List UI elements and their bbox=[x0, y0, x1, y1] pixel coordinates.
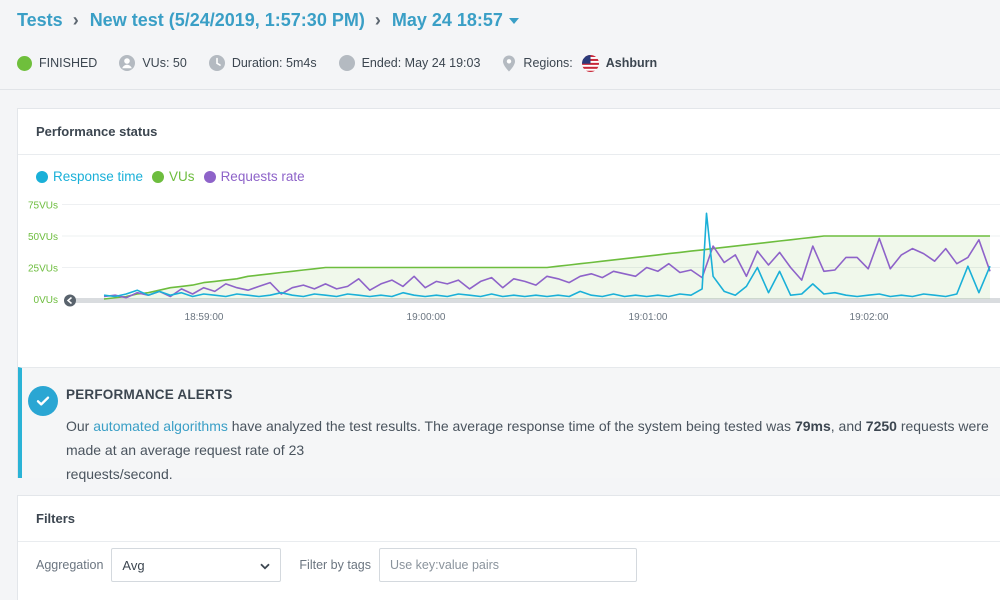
alert-text: Our bbox=[66, 418, 94, 434]
breadcrumb: Tests › New test (5/24/2019, 1:57:30 PM)… bbox=[17, 8, 519, 32]
vus-line bbox=[103, 235, 990, 300]
performance-alert: PERFORMANCE ALERTS Our automated algorit… bbox=[18, 367, 1000, 482]
legend-dot-icon bbox=[36, 170, 48, 183]
test-run-meta: FINISHED VUs: 50 Duration: 5m4s Ended: M… bbox=[17, 54, 679, 72]
x-axis bbox=[68, 298, 1000, 303]
x-tick-label: 19:01:00 bbox=[629, 312, 668, 323]
performance-chart: 75VUs 50VUs 25VUs 0VUs 18:59:00 19:00:00 19:01… bbox=[28, 201, 1000, 323]
header: Tests › New test (5/24/2019, 1:57:30 PM)… bbox=[0, 0, 1000, 90]
breadcrumb-test-name-link[interactable]: New test (5/24/2019, 1:57:30 PM) bbox=[89, 9, 365, 30]
caret-down-icon bbox=[508, 17, 519, 24]
duration-info: Duration: 5m4s bbox=[208, 55, 317, 71]
aggregation-label: Aggregation bbox=[36, 558, 104, 572]
alert-text: requests were made at an average request… bbox=[66, 418, 989, 458]
y-tick-label: 25VUs bbox=[28, 264, 58, 275]
breadcrumb-separator-icon: › bbox=[72, 9, 79, 30]
legend-dot-icon bbox=[203, 170, 216, 183]
legend-dot-icon bbox=[152, 170, 165, 183]
y-tick-label: 50VUs bbox=[28, 232, 58, 243]
ended-label: Ended: May 24 19:03 bbox=[361, 56, 481, 70]
legend-requests-rate[interactable]: Requests rate bbox=[203, 169, 305, 184]
x-tick-label: 19:02:00 bbox=[850, 312, 889, 323]
performance-panel: Performance status Response time VUs Req… bbox=[17, 108, 1000, 482]
breadcrumb-separator-icon: › bbox=[374, 9, 381, 30]
vus-info: VUs: 50 bbox=[119, 55, 187, 71]
alert-title: PERFORMANCE ALERTS bbox=[66, 387, 233, 402]
y-tick-label: 0VUs bbox=[34, 295, 58, 306]
chart-legend: Response time VUs Requests rate bbox=[36, 169, 314, 184]
filters-panel: Filters Aggregation Avg Filter by tags bbox=[17, 495, 1000, 600]
chevron-down-icon bbox=[260, 558, 271, 573]
run-selector-label: May 24 18:57 bbox=[391, 9, 503, 30]
us-flag-icon bbox=[581, 54, 599, 72]
regions-label: Regions: bbox=[523, 56, 573, 70]
duration-label: Duration: 5m4s bbox=[231, 56, 317, 70]
x-tick-label: 18:59:00 bbox=[185, 312, 224, 323]
avg-response-time: 79ms bbox=[794, 418, 831, 434]
filter-row: Aggregation Avg Filter by tags bbox=[36, 548, 637, 582]
aggregation-value: Avg bbox=[122, 557, 145, 573]
filters-title: Filters bbox=[18, 496, 1000, 542]
request-count: 7250 bbox=[865, 418, 897, 434]
user-icon bbox=[119, 55, 136, 71]
aggregation-select[interactable]: Avg bbox=[111, 548, 282, 582]
status-dot-icon bbox=[17, 55, 32, 71]
ended-circle-icon bbox=[338, 55, 355, 71]
y-tick-label: 75VUs bbox=[28, 201, 58, 212]
alert-text: requests/second. bbox=[66, 466, 173, 482]
automated-algorithms-link[interactable]: automated algorithms bbox=[93, 418, 228, 434]
alert-text: , and bbox=[830, 418, 866, 434]
filter-tags-label: Filter by tags bbox=[299, 558, 371, 572]
requests-rate-line bbox=[103, 237, 991, 299]
ended-info: Ended: May 24 19:03 bbox=[338, 55, 481, 71]
run-selector[interactable]: May 24 18:57 bbox=[392, 10, 519, 31]
status-label: FINISHED bbox=[39, 56, 98, 70]
legend-response-time[interactable]: Response time bbox=[36, 169, 143, 184]
legend-response-time-label: Response time bbox=[53, 169, 144, 184]
legend-vus[interactable]: VUs bbox=[152, 169, 195, 184]
alert-message: Our automated algorithms have analyzed t… bbox=[66, 414, 1000, 486]
timeline-start-handle bbox=[64, 294, 76, 307]
checkmark-icon bbox=[28, 386, 58, 416]
chevron-left-icon bbox=[66, 296, 72, 305]
location-pin-icon bbox=[502, 55, 516, 72]
alert-text: have analyzed the test results. The aver… bbox=[227, 418, 795, 434]
breadcrumb-tests-link[interactable]: Tests bbox=[17, 9, 63, 30]
filter-tags-input[interactable] bbox=[378, 548, 637, 582]
region-name: Ashburn bbox=[605, 56, 658, 70]
regions-info: Regions: Ashburn bbox=[502, 54, 658, 72]
legend-vus-label: VUs bbox=[169, 169, 195, 184]
clock-icon bbox=[208, 55, 225, 71]
x-tick-label: 19:00:00 bbox=[407, 312, 446, 323]
status-badge: FINISHED bbox=[17, 55, 98, 71]
legend-requests-rate-label: Requests rate bbox=[220, 169, 305, 184]
response-time-line bbox=[103, 212, 991, 298]
performance-title: Performance status bbox=[18, 109, 1000, 155]
vus-label: VUs: 50 bbox=[142, 56, 187, 70]
